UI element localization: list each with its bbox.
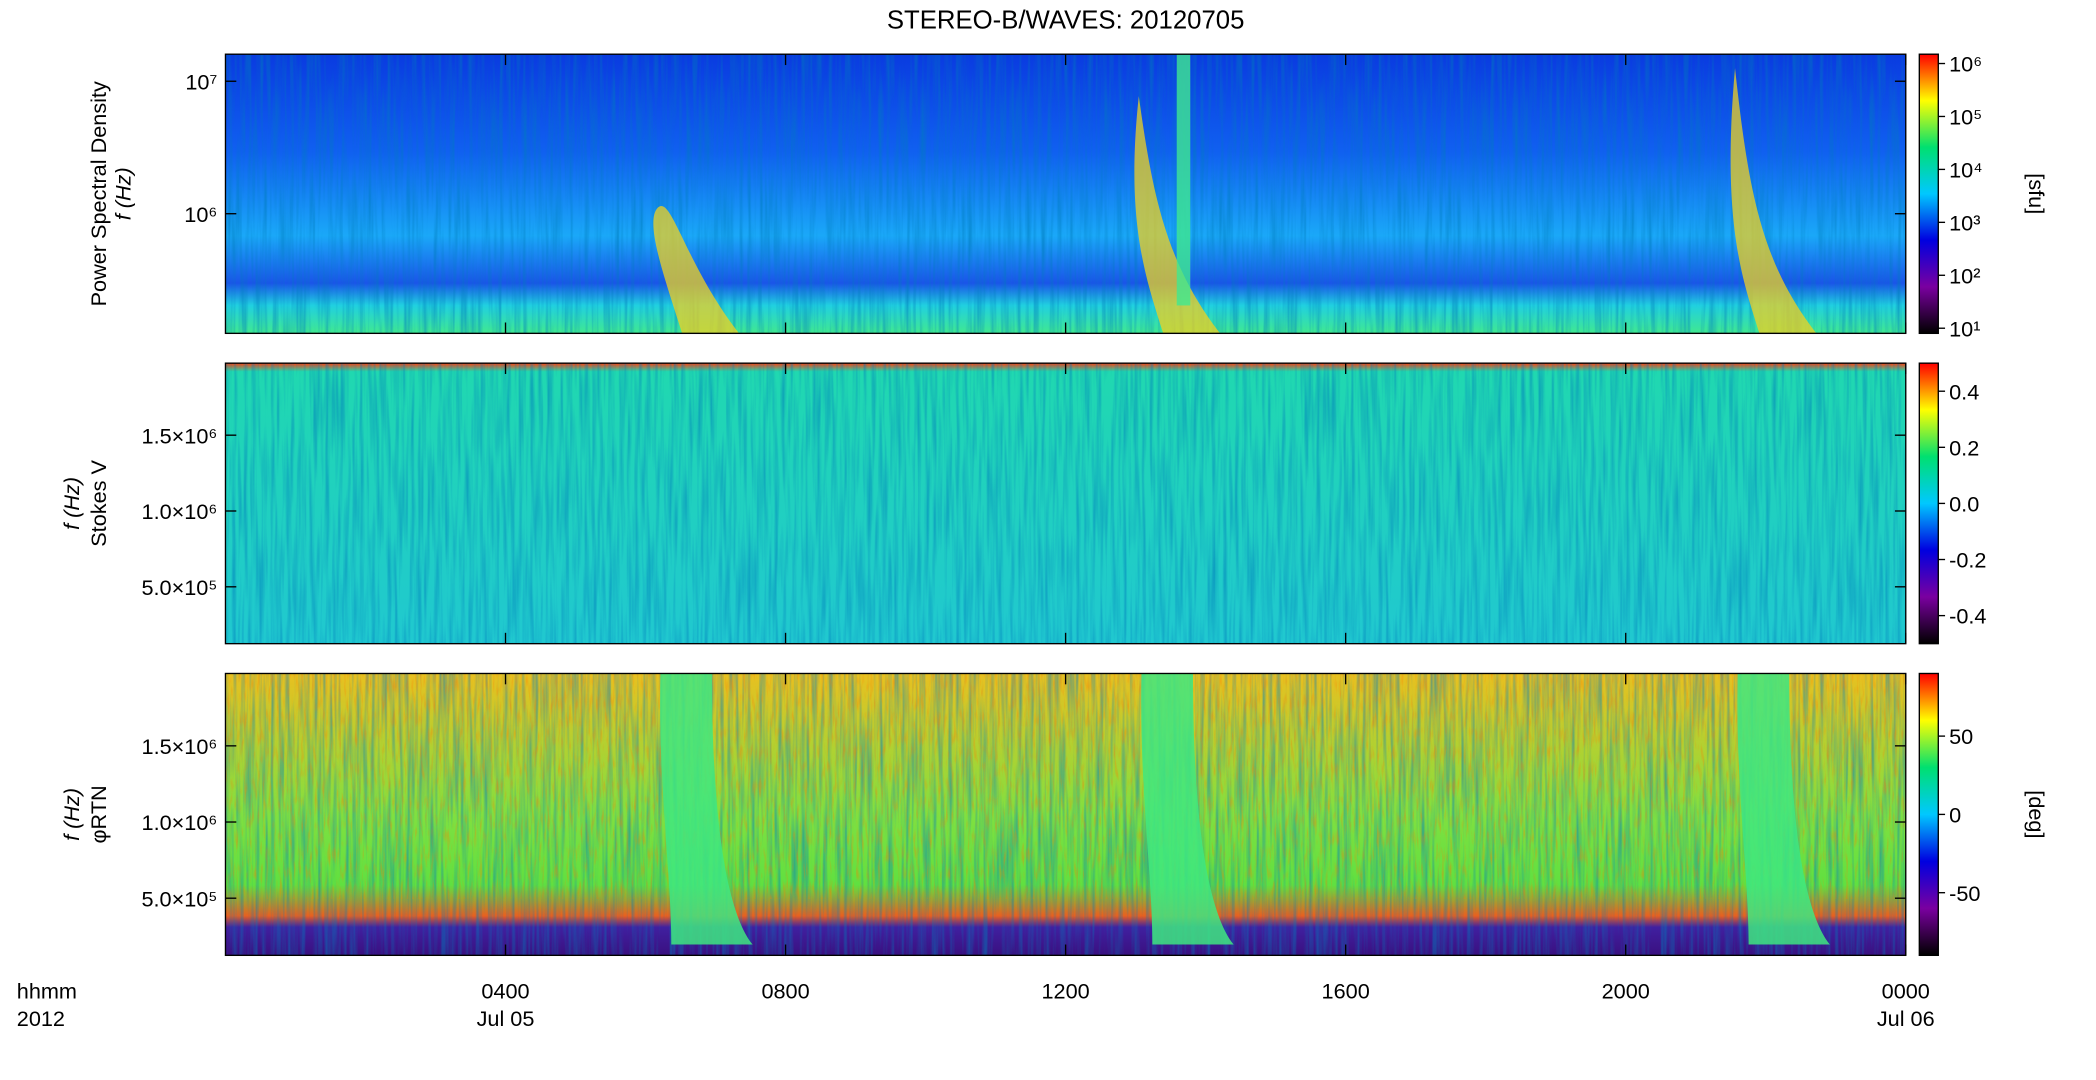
y-tick-label: 1.5×10⁶ bbox=[142, 734, 218, 759]
y-tick-label: 10⁷ bbox=[185, 69, 217, 94]
x-tick-label: 0800 bbox=[761, 979, 809, 1004]
y-axis-unit: f (Hz) bbox=[59, 477, 84, 530]
colorbar-tick-label: 10⁴ bbox=[1949, 158, 1982, 183]
x-date-label: Jul 05 bbox=[477, 1006, 535, 1031]
y-tick-label: 1.0×10⁶ bbox=[142, 499, 218, 524]
x-axis-label: 2012 bbox=[17, 1006, 65, 1031]
colorbar-tick-label: 0 bbox=[1949, 803, 1961, 828]
colorbar-tick-label: 10⁶ bbox=[1949, 52, 1982, 77]
x-tick-label: 1200 bbox=[1042, 979, 1090, 1004]
y-tick-label: 10⁶ bbox=[184, 202, 217, 227]
radio-burst bbox=[1134, 96, 1221, 334]
colorbar-tick-label: 0.0 bbox=[1949, 492, 1979, 517]
y-axis-label: Power Spectral Density bbox=[86, 81, 111, 306]
colorbar bbox=[1918, 672, 1939, 957]
radio-burst bbox=[660, 673, 753, 945]
y-tick-label: 5.0×10⁵ bbox=[141, 575, 217, 600]
x-tick-label: 2000 bbox=[1602, 979, 1650, 1004]
x-axis-label: hhmm bbox=[17, 979, 77, 1004]
colorbar-tick-label: 10³ bbox=[1949, 210, 1980, 235]
radio-burst bbox=[1730, 68, 1817, 334]
spectrogram-texture bbox=[225, 673, 1906, 899]
colorbar-tick-label: -0.4 bbox=[1949, 604, 1986, 629]
colorbar bbox=[1918, 362, 1939, 645]
colorbar-tick-label: -50 bbox=[1949, 881, 1980, 906]
colorbar-tick-label: 10⁵ bbox=[1949, 105, 1982, 130]
y-axis-label: Stokes V bbox=[86, 460, 111, 547]
x-tick-label: 0000 bbox=[1882, 979, 1930, 1004]
radio-burst bbox=[653, 205, 740, 334]
x-date-label: Jul 06 bbox=[1877, 1006, 1935, 1031]
spectrogram-texture bbox=[225, 54, 1906, 334]
radio-burst bbox=[1737, 673, 1830, 945]
y-tick-label: 1.5×10⁶ bbox=[142, 423, 218, 448]
radio-burst bbox=[1141, 673, 1234, 945]
colorbar-tick-label: 0.4 bbox=[1949, 379, 1979, 404]
y-tick-label: 1.0×10⁶ bbox=[142, 810, 218, 835]
y-axis-label: φRTN bbox=[86, 785, 111, 843]
colorbar-label: [deg] bbox=[2024, 790, 2049, 838]
x-tick-label: 0400 bbox=[481, 979, 529, 1004]
y-axis-unit: f (Hz) bbox=[111, 167, 136, 220]
colorbar-tick-label: 50 bbox=[1949, 724, 1973, 749]
colorbar-tick-label: -0.2 bbox=[1949, 548, 1986, 573]
spectrogram-texture bbox=[225, 363, 1906, 644]
colorbar-tick-label: 0.2 bbox=[1949, 435, 1979, 460]
colorbar bbox=[1918, 53, 1939, 335]
colorbar-label: [sfu] bbox=[2024, 173, 2049, 214]
colorbar-tick-label: 10¹ bbox=[1949, 316, 1980, 341]
radio-burst bbox=[1176, 54, 1191, 306]
chart-title: STEREO-B/WAVES: 20120705 bbox=[887, 6, 1245, 34]
y-axis-unit: f (Hz) bbox=[59, 788, 84, 841]
colorbar-tick-label: 10² bbox=[1949, 263, 1980, 288]
y-tick-label: 5.0×10⁵ bbox=[141, 886, 217, 911]
x-tick-label: 1600 bbox=[1322, 979, 1370, 1004]
